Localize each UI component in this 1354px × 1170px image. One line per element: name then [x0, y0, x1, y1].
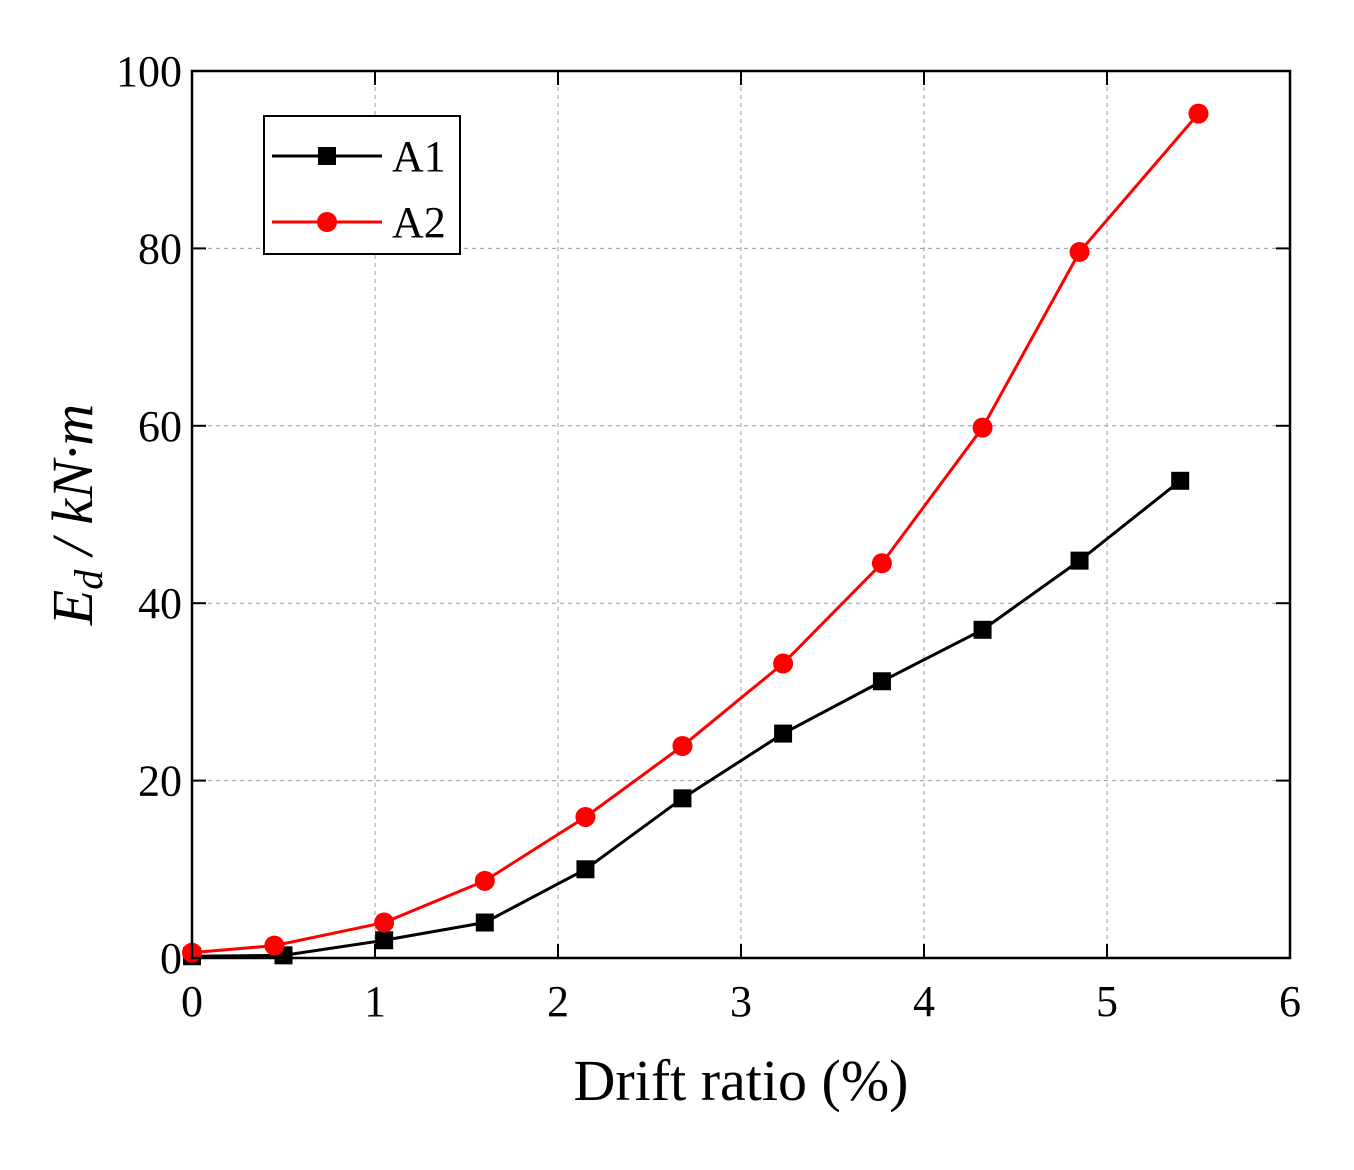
- series-A2: [182, 103, 1209, 963]
- x-tick-label: 0: [181, 977, 203, 1026]
- data-point: [475, 913, 494, 932]
- series-line: [191, 479, 1182, 958]
- x-tick-label: 5: [1096, 977, 1118, 1026]
- legend-item-A1: A1: [272, 132, 446, 181]
- x-tick-label: 3: [730, 977, 752, 1026]
- data-point: [1069, 241, 1090, 262]
- legend-marker: [317, 212, 337, 232]
- legend-label: A1: [392, 132, 446, 181]
- data-point: [575, 806, 596, 827]
- data-point: [1188, 103, 1209, 124]
- data-point: [264, 935, 285, 956]
- legend-label: A2: [392, 198, 446, 247]
- data-point: [773, 653, 794, 674]
- data-point: [576, 860, 595, 879]
- x-tick-label: 1: [364, 977, 386, 1026]
- y-tick-label: 80: [138, 224, 182, 273]
- y-tick-label: 100: [116, 47, 182, 96]
- data-point: [1070, 551, 1089, 570]
- y-axis-title-subscript: d: [66, 569, 111, 590]
- data-point: [774, 724, 793, 743]
- y-tick-label: 60: [138, 402, 182, 451]
- x-tick-label: 6: [1279, 977, 1301, 1026]
- data-point: [672, 736, 693, 757]
- y-axis-title-unit: / kN·m: [40, 404, 105, 570]
- y-tick-label: 0: [160, 934, 182, 983]
- legend-item-A2: A2: [272, 198, 446, 247]
- series-layer: [182, 103, 1209, 966]
- data-point: [1171, 471, 1190, 490]
- data-point: [474, 870, 495, 891]
- data-point: [374, 912, 395, 933]
- y-tick-label: 40: [138, 579, 182, 628]
- legend-marker: [318, 147, 336, 165]
- y-tick-label: 20: [138, 757, 182, 806]
- data-point: [872, 672, 891, 691]
- x-axis-title: Drift ratio (%): [574, 1048, 909, 1113]
- y-axis-title: Ed / kN·m: [40, 404, 111, 626]
- x-tick-label: 4: [913, 977, 935, 1026]
- data-point: [673, 789, 692, 808]
- data-point: [972, 417, 993, 438]
- data-point: [973, 620, 992, 639]
- series-A1: [183, 471, 1190, 966]
- data-point: [375, 931, 394, 950]
- data-point: [871, 553, 892, 574]
- y-axis-title-main: E: [40, 590, 105, 626]
- x-tick-label: 2: [547, 977, 569, 1026]
- legend-box: [263, 115, 461, 255]
